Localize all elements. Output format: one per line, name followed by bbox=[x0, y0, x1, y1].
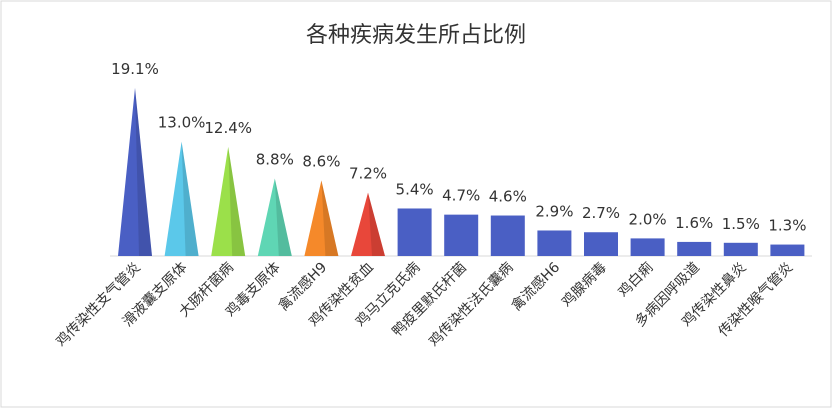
cone-shade bbox=[321, 180, 339, 256]
value-label: 13.0% bbox=[158, 114, 206, 132]
cone bbox=[164, 141, 199, 256]
bar bbox=[723, 242, 758, 256]
cone bbox=[118, 87, 152, 256]
chart-title: 各种疾病发生所占比例 bbox=[306, 23, 526, 48]
cone-shade bbox=[274, 178, 292, 256]
value-label: 1.6% bbox=[675, 214, 713, 232]
bar bbox=[677, 241, 712, 256]
cone bbox=[211, 146, 246, 256]
value-label: 12.4% bbox=[204, 119, 252, 137]
bar bbox=[584, 232, 618, 256]
cone-shade bbox=[135, 87, 152, 256]
bar bbox=[537, 230, 572, 256]
value-label: 5.4% bbox=[396, 180, 434, 198]
value-label: 19.1% bbox=[111, 60, 159, 78]
value-label: 7.2% bbox=[349, 165, 387, 183]
cone-shade bbox=[368, 192, 385, 256]
bar bbox=[397, 208, 432, 256]
cone bbox=[351, 192, 385, 256]
value-label: 1.3% bbox=[768, 217, 806, 235]
value-label: 4.6% bbox=[489, 188, 527, 206]
value-label: 8.8% bbox=[256, 151, 294, 169]
cone-shade bbox=[228, 146, 246, 256]
bar bbox=[630, 238, 665, 256]
bar bbox=[490, 215, 525, 256]
value-label: 2.7% bbox=[582, 204, 620, 222]
value-label: 1.5% bbox=[722, 215, 760, 233]
cone bbox=[257, 178, 292, 256]
bar bbox=[444, 214, 479, 256]
value-label: 2.0% bbox=[629, 210, 667, 228]
cone bbox=[304, 180, 339, 256]
value-label: 4.7% bbox=[442, 187, 480, 205]
value-label: 8.6% bbox=[302, 152, 340, 170]
cone-shade bbox=[181, 141, 199, 256]
value-label: 2.9% bbox=[535, 202, 573, 220]
bar bbox=[770, 244, 805, 256]
